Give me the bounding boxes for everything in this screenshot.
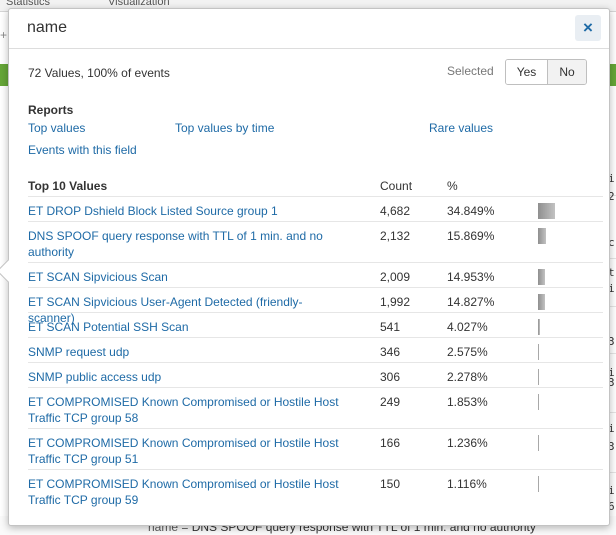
value-percent: 1.236% [447,436,488,450]
value-link[interactable]: ET COMPROMISED Known Compromised or Host… [28,477,339,507]
value-percent: 14.827% [447,295,495,309]
background-event-cell: 6 [608,500,615,513]
percent-bar [538,435,539,451]
value-percent: 4.027% [447,320,488,334]
value-count: 150 [380,477,401,491]
table-row[interactable]: ET COMPROMISED Known Compromised or Host… [28,387,603,428]
value-percent: 15.869% [447,229,495,243]
table-row[interactable]: DNS SPOOF query response with TTL of 1 m… [28,221,603,262]
value-link[interactable]: ET SCAN Potential SSH Scan [28,320,189,334]
table-row[interactable]: ET DROP Dshield Block Listed Source grou… [28,196,603,221]
value-count: 249 [380,395,401,409]
value-link[interactable]: ET COMPROMISED Known Compromised or Host… [28,436,339,466]
popup-header: name × [9,9,609,49]
value-count: 1,992 [380,295,411,309]
values-summary: 72 Values, 100% of events [28,66,170,80]
plus-icon[interactable]: + [0,28,8,42]
value-link[interactable]: ET SCAN Sipvicious User-Agent Detected (… [28,295,303,325]
report-top-values-by-time-link[interactable]: Top values by time [175,121,275,135]
value-percent: 34.849% [447,204,495,218]
popup-title: name [27,19,68,36]
value-percent: 2.278% [447,370,488,384]
selected-label: Selected [447,64,494,78]
value-link[interactable]: DNS SPOOF query response with TTL of 1 m… [28,229,323,259]
background-event-cell: c [608,236,615,249]
table-row[interactable]: SNMP request udp 346 2.575% [28,337,603,362]
field-summary-popup: name × 72 Values, 100% of events Selecte… [0,8,610,526]
value-link[interactable]: ET DROP Dshield Block Listed Source grou… [28,204,278,218]
table-header-count: Count [380,179,413,193]
report-rare-values-link[interactable]: Rare values [429,121,494,135]
value-percent: 1.116% [447,477,487,491]
value-count: 2,009 [380,270,411,284]
background-event-cell: i [608,484,615,497]
tab-visualization[interactable]: Visualization [108,0,170,8]
selected-toggle: Yes No [505,59,587,85]
percent-bar [538,228,546,244]
selected-yes-button[interactable]: Yes [506,60,548,84]
background-event-cell: t [608,266,615,279]
table-header-percent: % [447,179,458,193]
table-row[interactable]: ET COMPROMISED Known Compromised or Host… [28,428,603,469]
percent-bar [538,394,539,410]
percent-bar [538,319,540,335]
background-event-cell: i [608,172,615,185]
background-event-cell: 3 [608,440,615,453]
table-row[interactable]: ET SCAN Potential SSH Scan 541 4.027% [28,312,603,337]
top-values-table: ET DROP Dshield Block Listed Source grou… [28,196,603,510]
value-percent: 2.575% [447,345,488,359]
background-event-cell: i [608,282,615,295]
percent-bar [538,344,539,360]
value-percent: 14.953% [447,270,495,284]
value-percent: 1.853% [447,395,488,409]
report-top-values-link[interactable]: Top values [28,121,86,135]
close-icon[interactable]: × [575,15,601,41]
percent-bar [538,476,539,492]
table-row[interactable]: ET SCAN Sipvicious Scan 2,009 14.953% [28,262,603,287]
percent-bar [538,203,555,219]
value-count: 166 [380,436,401,450]
background-event-cell: 3 [608,376,615,389]
value-link[interactable]: ET SCAN Sipvicious Scan [28,270,168,284]
table-row[interactable]: ET SCAN Sipvicious User-Agent Detected (… [28,287,603,325]
background-event-cell: i [608,422,615,435]
value-count: 541 [380,320,401,334]
table-row[interactable]: ET COMPROMISED Known Compromised or Host… [28,469,603,510]
value-link[interactable]: SNMP request udp [28,345,130,359]
background-event-cell: i [608,366,615,379]
table-header-values: Top 10 Values [28,179,108,193]
value-link[interactable]: ET COMPROMISED Known Compromised or Host… [28,395,339,425]
table-row[interactable]: SNMP public access udp 306 2.278% [28,362,603,387]
selected-no-button[interactable]: No [548,60,586,84]
percent-bar [538,369,539,385]
tab-statistics[interactable]: Statistics [6,0,51,8]
popup-pointer-arrow [0,259,20,283]
percent-bar [538,294,545,310]
value-link[interactable]: SNMP public access udp [28,370,162,384]
background-event-cell: 2 [608,190,615,203]
value-count: 2,132 [380,229,411,243]
report-events-with-field-link[interactable]: Events with this field [28,143,137,157]
value-count: 306 [380,370,401,384]
background-event-cell: 3 [608,335,615,348]
value-count: 346 [380,345,401,359]
percent-bar [538,269,545,285]
value-count: 4,682 [380,204,411,218]
reports-heading: Reports [28,103,74,117]
